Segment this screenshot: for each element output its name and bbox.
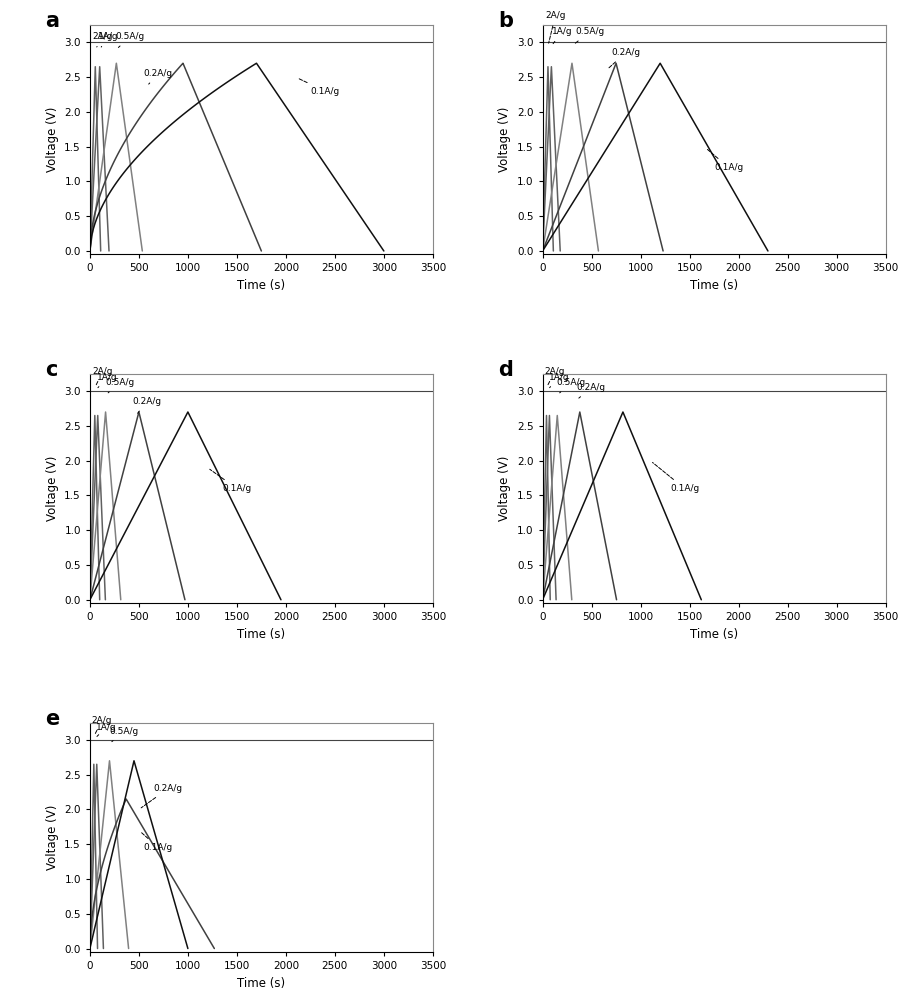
X-axis label: Time (s): Time (s): [237, 977, 285, 990]
Y-axis label: Voltage (V): Voltage (V): [46, 107, 58, 172]
Text: 2A/g: 2A/g: [93, 32, 113, 47]
Y-axis label: Voltage (V): Voltage (V): [498, 107, 512, 172]
Y-axis label: Voltage (V): Voltage (V): [46, 805, 58, 870]
Text: 0.1A/g: 0.1A/g: [141, 832, 173, 852]
X-axis label: Time (s): Time (s): [690, 279, 738, 292]
Text: 0.5A/g: 0.5A/g: [115, 32, 145, 47]
Text: 0.1A/g: 0.1A/g: [298, 78, 340, 96]
Text: 0.2A/g: 0.2A/g: [141, 784, 182, 808]
Text: a: a: [45, 11, 59, 31]
Text: 0.5A/g: 0.5A/g: [105, 378, 134, 393]
Text: c: c: [45, 360, 58, 380]
Text: 0.2A/g: 0.2A/g: [144, 69, 173, 84]
Text: 2A/g: 2A/g: [545, 11, 565, 43]
Text: 1A/g: 1A/g: [97, 373, 118, 388]
Text: 2A/g: 2A/g: [544, 367, 565, 385]
Y-axis label: Voltage (V): Voltage (V): [498, 456, 512, 521]
Text: 1A/g: 1A/g: [95, 723, 116, 736]
Text: 0.5A/g: 0.5A/g: [110, 727, 138, 742]
Text: 0.5A/g: 0.5A/g: [574, 27, 604, 44]
X-axis label: Time (s): Time (s): [237, 279, 285, 292]
Text: 0.2A/g: 0.2A/g: [577, 383, 606, 398]
Text: 0.2A/g: 0.2A/g: [609, 48, 640, 68]
Text: 0.1A/g: 0.1A/g: [653, 462, 699, 493]
X-axis label: Time (s): Time (s): [690, 628, 738, 641]
X-axis label: Time (s): Time (s): [237, 628, 285, 641]
Text: d: d: [498, 360, 512, 380]
Text: 2A/g: 2A/g: [93, 367, 113, 385]
Text: e: e: [45, 709, 59, 729]
Y-axis label: Voltage (V): Voltage (V): [46, 456, 58, 521]
Text: 0.5A/g: 0.5A/g: [556, 378, 586, 393]
Text: 0.1A/g: 0.1A/g: [209, 469, 252, 493]
Text: 1A/g: 1A/g: [552, 27, 573, 44]
Text: 1A/g: 1A/g: [548, 373, 569, 388]
Text: 1A/g: 1A/g: [98, 32, 119, 47]
Text: b: b: [498, 11, 513, 31]
Text: 0.1A/g: 0.1A/g: [707, 148, 743, 172]
Text: 0.2A/g: 0.2A/g: [132, 397, 161, 413]
Text: 2A/g: 2A/g: [92, 716, 112, 734]
